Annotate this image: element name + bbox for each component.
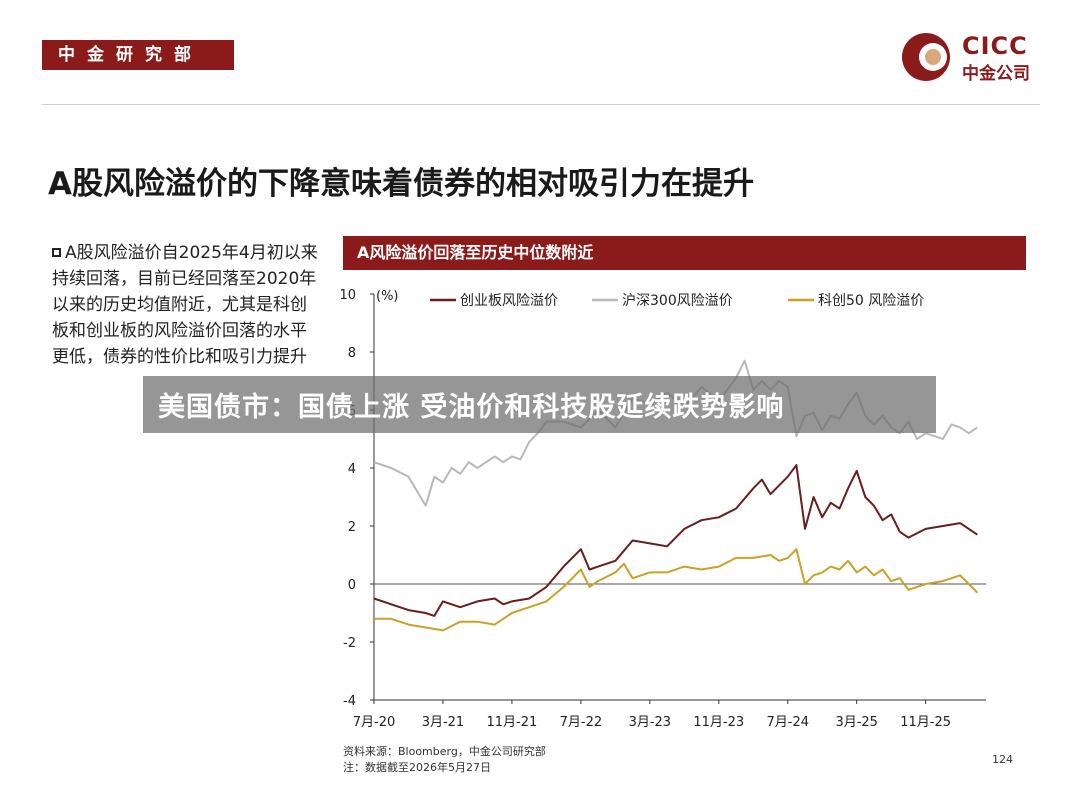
bullet-square-icon [52, 248, 61, 257]
headline-banner [143, 376, 936, 433]
legend-label-2: 沪深300风险溢价 [622, 293, 733, 309]
page-title: A股风险溢价的下降意味着债券的相对吸引力在提升 [48, 166, 754, 202]
headline-text: 美国债市：国债上涨 受油价和科技股延续跌势影响 [158, 392, 785, 423]
x-tick-label: 3月-25 [835, 715, 878, 730]
y-tick-label: -4 [343, 694, 356, 709]
page-number: 124 [992, 753, 1013, 766]
y-tick-label: 2 [348, 520, 356, 535]
logo-text-cn: 中金公司 [962, 64, 1030, 84]
cicc-logo: CICC 中金公司 [900, 30, 1050, 86]
date-note: 注：数据截至2026年5月27日 [343, 761, 491, 774]
header-divider [42, 104, 1040, 105]
y-tick-label: -2 [343, 636, 356, 651]
x-tick-label: 7月-24 [766, 715, 809, 730]
legend-label-3: 科创50 风险溢价 [818, 293, 924, 309]
y-unit-label: (%) [376, 289, 399, 304]
y-tick-label: 0 [348, 578, 356, 593]
bullet-text: A股风险溢价自2025年4月初以来持续回落，目前已经回落至2020年以来的历史均… [52, 243, 318, 367]
series-line-1 [373, 464, 978, 617]
x-tick-label: 11月-21 [487, 715, 538, 730]
department-tag: 中金研究部 [42, 40, 234, 70]
y-tick-label: 8 [348, 346, 356, 361]
x-tick-label: 3月-23 [629, 715, 672, 730]
risk-premium-chart: -4-20246810(%)7月-203月-2111月-217月-223月-23… [339, 288, 986, 730]
cicc-logo-mark [902, 33, 950, 81]
y-tick-label: 4 [348, 462, 356, 477]
x-tick-label: 3月-21 [422, 715, 465, 730]
x-tick-label: 11月-23 [693, 715, 744, 730]
x-tick-label: 11月-25 [900, 715, 951, 730]
legend-label-1: 创业板风险溢价 [460, 293, 558, 309]
y-tick-label: 10 [339, 288, 356, 303]
logo-text-en: CICC [962, 32, 1028, 60]
source-note: 资料来源：Bloomberg，中金公司研究部 [343, 745, 546, 758]
series-line-3 [374, 548, 979, 632]
x-tick-label: 7月-22 [560, 715, 603, 730]
chart-title: A风险溢价回落至历史中位数附近 [343, 236, 1026, 270]
bullet-point: A股风险溢价自2025年4月初以来持续回落，目前已经回落至2020年以来的历史均… [52, 240, 320, 370]
x-tick-label: 7月-20 [353, 715, 396, 730]
